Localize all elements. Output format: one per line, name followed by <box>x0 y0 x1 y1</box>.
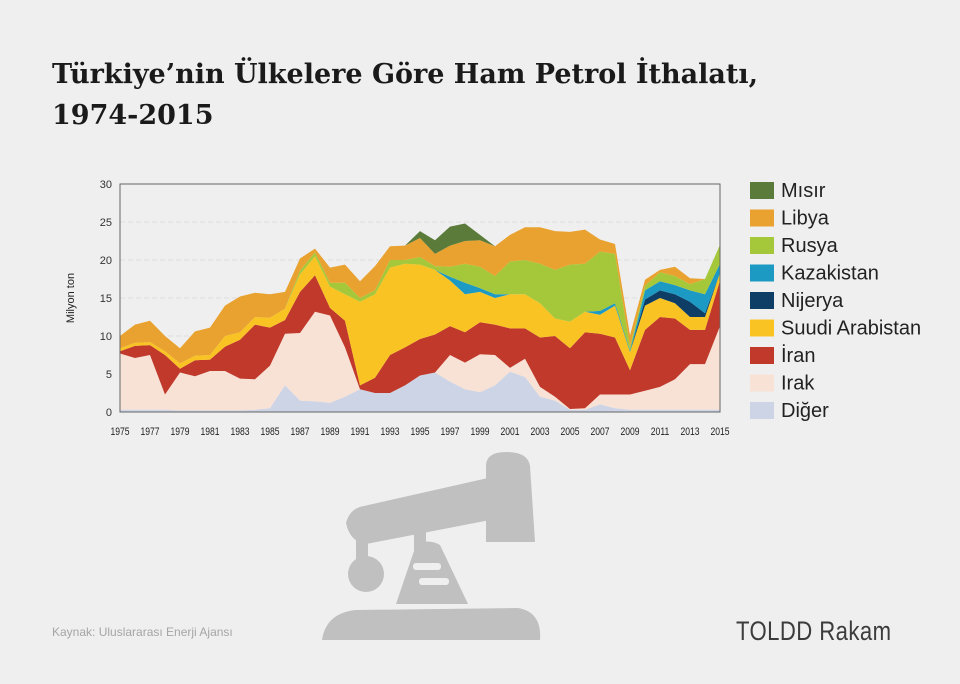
x-tick-label: 1979 <box>170 426 190 438</box>
x-tick-label: 1985 <box>260 426 280 438</box>
x-tick-label: 1975 <box>110 426 130 438</box>
legend-swatch <box>750 292 774 309</box>
pump-beam <box>346 478 490 544</box>
x-tick-label: 1991 <box>350 426 369 438</box>
brand-logo: TOLDD Rakam <box>736 616 892 646</box>
x-tick-label: 1997 <box>440 426 459 438</box>
y-tick-label: 20 <box>100 255 112 267</box>
legend-label: Mısır <box>781 180 826 202</box>
oil-pump-icon <box>322 452 541 640</box>
y-tick-label: 5 <box>106 369 112 381</box>
legend-swatch <box>750 319 774 337</box>
x-tick-label: 2013 <box>680 426 700 438</box>
legend-swatch <box>750 237 774 254</box>
title-line-1: Türkiye’nin Ülkelere Göre Ham Petrol İth… <box>52 59 759 90</box>
area-i-ran <box>120 275 720 409</box>
pump-horsehead <box>486 452 535 542</box>
chart-title: Türkiye’nin Ülkelere Göre Ham Petrol İth… <box>52 54 872 136</box>
x-tick-label: 2003 <box>530 426 550 438</box>
legend-label: Libya <box>781 208 830 230</box>
legend-swatch <box>750 402 774 419</box>
pump-crank-arc <box>344 610 380 631</box>
y-tick-label: 15 <box>100 293 112 305</box>
y-tick-label: 10 <box>100 331 112 343</box>
area-irak <box>120 311 720 411</box>
legend-label: Kazakistan <box>781 263 879 285</box>
legend-label: Rusya <box>781 235 839 257</box>
x-tick-label: 1999 <box>470 426 490 438</box>
legend: Mısır Libya Rusya Kazakistan Nijerya Suudi Ar… <box>750 180 921 422</box>
title-line-2: 1974-2015 <box>52 100 214 131</box>
area-rusya <box>120 244 720 364</box>
source-note: Kaynak: Uluslararası Enerji Ajansı <box>52 625 233 639</box>
legend-swatch <box>750 182 774 199</box>
x-tick-label: 2001 <box>500 426 519 438</box>
x-tick-label: 2011 <box>651 426 669 438</box>
pump-counterweight <box>348 556 384 592</box>
legend-swatch <box>750 264 774 282</box>
x-tick-label: 2005 <box>560 426 580 438</box>
pump-tower-slot-top <box>413 563 441 570</box>
legend-swatch <box>750 347 774 364</box>
x-tick-label: 2007 <box>590 426 609 438</box>
x-tick-label: 1977 <box>140 426 159 438</box>
y-axis-label: Milyon ton <box>65 273 77 323</box>
area-suudi-arabistan <box>120 256 720 386</box>
pump-base <box>322 608 541 640</box>
legend-label: Suudi Arabistan <box>781 318 921 340</box>
legend-label: Nijerya <box>781 290 844 312</box>
x-tick-label: 2015 <box>710 426 730 438</box>
pump-tower <box>396 541 468 604</box>
x-tick-label: 2009 <box>620 426 640 438</box>
x-tick-label: 1993 <box>380 426 400 438</box>
legend-swatch <box>750 374 774 392</box>
area-di-er <box>120 371 720 412</box>
x-tick-label: 1995 <box>410 426 430 438</box>
x-tick-label: 1983 <box>230 426 250 438</box>
area-libya <box>120 227 720 364</box>
legend-label: Irak <box>781 373 815 395</box>
x-tick-label: 1989 <box>320 426 340 438</box>
y-tick-label: 0 <box>106 407 112 419</box>
y-tick-label: 25 <box>100 217 112 229</box>
x-tick-label: 1987 <box>290 426 309 438</box>
legend-swatch <box>750 209 774 227</box>
plot-frame <box>119 183 721 413</box>
legend-label: İran <box>781 344 815 367</box>
y-tick-label: 30 <box>100 179 112 191</box>
x-tick-label: 1981 <box>200 426 219 438</box>
legend-label: Diğer <box>781 400 829 422</box>
plot-area: 0 5 10 15 20 25 30 1975 1977 1979 1981 1983 1985 1987… <box>65 179 730 438</box>
pump-tower-slot-bottom <box>419 578 449 585</box>
